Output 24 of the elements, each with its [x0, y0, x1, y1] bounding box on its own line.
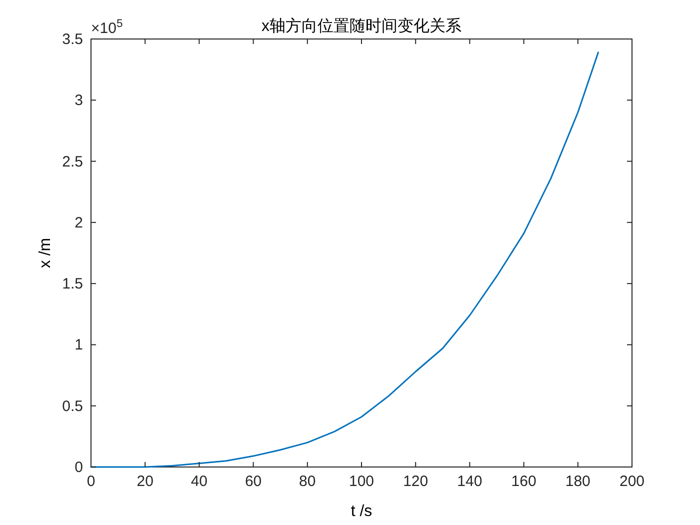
x-tick-label: 100 — [348, 473, 374, 490]
x-tick-label: 40 — [190, 473, 208, 490]
x-tick-label: 60 — [244, 473, 262, 490]
x-tick-label: 180 — [565, 473, 590, 490]
y-axis-title: x /m — [37, 238, 54, 268]
y-tick-label: 1 — [74, 336, 83, 354]
y-tick-label: 2 — [74, 214, 83, 232]
x-tick-label: 160 — [511, 473, 536, 490]
y-tick-label: 0.5 — [62, 398, 83, 415]
text: ×10$^{5}$ — [91, 18, 123, 37]
chart-title: x轴方向位置随时间变化关系 — [262, 17, 462, 35]
x-tick-label: 0 — [86, 473, 96, 490]
y-tick-label: 2.5 — [62, 153, 83, 170]
x-axis-title: t /s — [350, 503, 372, 520]
x-tick-label: 120 — [403, 473, 428, 490]
line-series — [90, 52, 599, 468]
y-tick-label: 1.5 — [62, 276, 83, 293]
y-tick-label: 3 — [74, 92, 83, 110]
x-tick-label: 20 — [136, 473, 154, 490]
x-tick-label: 140 — [457, 473, 482, 490]
x-tick-label: 80 — [299, 473, 316, 490]
y-tick-label: 0 — [74, 459, 83, 476]
x-tick-label: 200 — [619, 473, 645, 490]
y-tick-label: 3.5 — [62, 31, 83, 48]
